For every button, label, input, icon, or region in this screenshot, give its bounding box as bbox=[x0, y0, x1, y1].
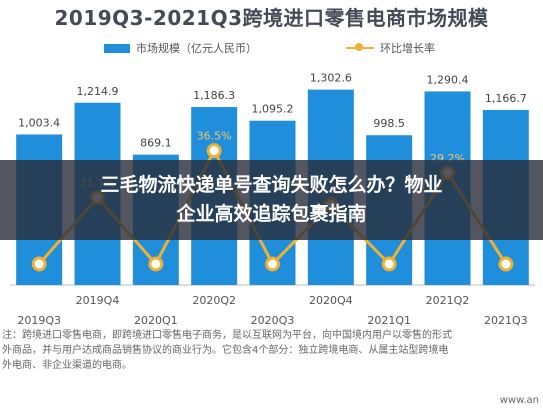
bar-value-label: 998.5 bbox=[373, 117, 405, 130]
x-tick-label: 2019Q4 bbox=[76, 294, 120, 307]
footnote-line: 外商品，并与用户达成商品销售协议的商业行为。它包含4个部分：独立跨境电商、从属主… bbox=[2, 345, 449, 356]
bar-value-label: 1,186.3 bbox=[193, 89, 235, 102]
growth-rate-point bbox=[381, 256, 397, 272]
legend-swatch-line bbox=[346, 43, 374, 51]
x-tick-label: 2021Q2 bbox=[426, 294, 470, 307]
growth-rate-point bbox=[206, 143, 222, 159]
bar-value-label: 1,166.7 bbox=[485, 92, 527, 105]
x-tick-label: 2020Q2 bbox=[192, 294, 236, 307]
legend-label-line: 环比增长率 bbox=[380, 42, 435, 55]
x-tick-label: 2020Q4 bbox=[309, 294, 353, 307]
headline-text: 三毛物流快递单号查询失败怎么办？物业企业高效追踪包裹指南 bbox=[100, 174, 443, 225]
headline-overlay: 三毛物流快递单号查询失败怎么办？物业企业高效追踪包裹指南 bbox=[0, 160, 543, 240]
bar-value-label: 1,214.9 bbox=[77, 85, 119, 98]
growth-rate-point bbox=[498, 256, 514, 272]
growth-rate-point bbox=[148, 256, 164, 272]
legend-label-bar: 市场规模（亿元人民币） bbox=[136, 42, 257, 55]
growth-rate-label: 36.5% bbox=[197, 130, 232, 143]
x-tick-label: 2020Q1 bbox=[134, 314, 178, 327]
x-tick-label: 2021Q1 bbox=[367, 314, 411, 327]
growth-rate-point bbox=[31, 256, 47, 272]
growth-rate-point bbox=[265, 256, 280, 272]
bar-value-label: 1,302.6 bbox=[310, 72, 352, 85]
bar-value-label: 1,095.2 bbox=[252, 103, 294, 116]
bar-value-label: 1,290.4 bbox=[427, 73, 469, 86]
legend: 市场规模（亿元人民币） 环比增长率 bbox=[0, 40, 543, 58]
footnote: 注：跨境进口零售电商，即跨境进口零售电子商务，是以互联网为平台，向中国境内用户以… bbox=[0, 328, 543, 373]
chart-title: 2019Q3-2021Q3跨境进口零售电商市场规模 bbox=[54, 6, 489, 30]
bar-value-label: 869.1 bbox=[140, 137, 172, 150]
legend-swatch-bar bbox=[104, 43, 130, 53]
x-tick-label: 2021Q3 bbox=[484, 314, 528, 327]
bar-value-label: 1,003.4 bbox=[18, 116, 60, 129]
x-tick-label: 2020Q3 bbox=[251, 314, 295, 327]
legend-item-bar: 市场规模（亿元人民币） bbox=[104, 40, 257, 56]
footnote-line: 注：跨境进口零售电商，即跨境进口零售电子商务，是以互联网为平台，向中国境内用户以… bbox=[2, 330, 452, 341]
watermark-text: www.an bbox=[499, 395, 539, 406]
x-tick-label: 2019Q3 bbox=[17, 314, 61, 327]
footnote-line: 外电商、非企业渠道的电商。 bbox=[2, 360, 132, 371]
legend-item-line: 环比增长率 bbox=[346, 40, 435, 56]
